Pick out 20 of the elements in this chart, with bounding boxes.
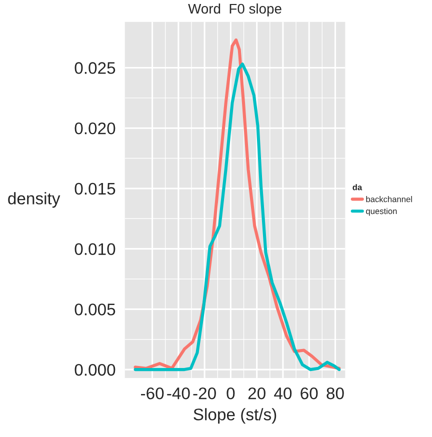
x-tick-label: 0 <box>226 387 235 400</box>
x-axis-title: Slope (st/s) <box>194 408 276 424</box>
chart-title: Word F0 slope <box>188 3 282 16</box>
x-tick-label: -60 <box>140 387 164 400</box>
x-tick-label: -40 <box>167 387 190 400</box>
legend-title: da <box>352 184 362 190</box>
x-tick-label: 80 <box>326 387 344 400</box>
y-tick-label: 0.005 <box>74 304 116 316</box>
y-tick-label: 0.025 <box>74 62 116 74</box>
y-tick-label: 0.020 <box>74 122 116 134</box>
y-tick-label: 0.010 <box>74 243 116 256</box>
x-tick-label: 60 <box>300 387 318 400</box>
x-tick-label: 20 <box>248 387 266 400</box>
y-axis-title: density <box>8 192 60 208</box>
x-tick-label: -20 <box>193 387 216 400</box>
y-tick-label: 0.015 <box>74 182 116 195</box>
legend-label: backchannel <box>366 196 412 202</box>
x-tick-label: 40 <box>274 387 292 400</box>
y-tick-label: 0.000 <box>74 364 116 376</box>
legend-label: question <box>366 208 397 216</box>
